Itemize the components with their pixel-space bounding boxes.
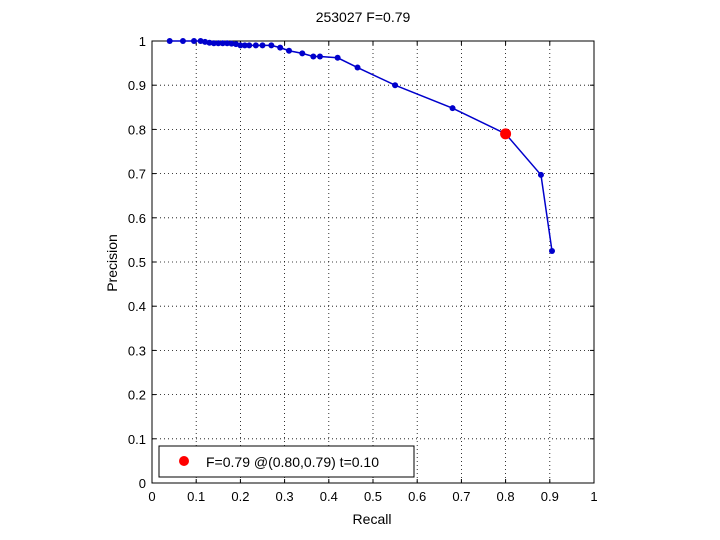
data-point <box>392 82 399 89</box>
y-tick-label: 0 <box>139 476 146 491</box>
chart-title: 253027 F=0.79 <box>316 9 411 25</box>
data-point <box>299 50 306 57</box>
data-point <box>190 38 197 44</box>
x-tick-label: 0.2 <box>231 489 249 504</box>
y-tick-label: 0.4 <box>128 299 146 314</box>
y-axis-label: Precision <box>104 234 120 292</box>
data-point <box>259 42 266 49</box>
data-point <box>241 42 248 49</box>
x-tick-label: 0.4 <box>320 489 338 504</box>
x-tick-label: 0 <box>148 489 155 504</box>
data-point <box>252 42 259 49</box>
data-point <box>537 171 544 178</box>
y-tick-label: 0.8 <box>128 122 146 137</box>
x-tick-label: 0.6 <box>408 489 426 504</box>
data-point <box>224 40 231 47</box>
data-point <box>334 54 341 61</box>
data-point <box>206 39 213 46</box>
y-tick-label: 0.5 <box>128 255 146 270</box>
x-tick-label: 0.9 <box>541 489 559 504</box>
data-point <box>268 42 275 49</box>
x-tick-label: 0.8 <box>497 489 515 504</box>
legend: F=0.79 @(0.80,0.79) t=0.10 <box>158 445 415 478</box>
data-point <box>354 64 361 71</box>
data-point <box>219 40 226 47</box>
data-point <box>246 42 253 49</box>
x-tick-label: 0.5 <box>364 489 382 504</box>
data-point <box>310 53 317 60</box>
legend-label: F=0.79 @(0.80,0.79) t=0.10 <box>206 454 379 470</box>
gridlines <box>152 41 594 483</box>
data-point <box>210 40 217 47</box>
y-tick-label: 1 <box>139 34 146 49</box>
tick-labels: 0 0.1 0.2 0.3 0.4 0.5 0.6 0.7 0.8 0.9 1 0 0.1 0.2 0.3 0… <box>128 34 598 504</box>
data-point <box>286 47 293 54</box>
data-point <box>179 38 186 44</box>
x-tick-label: 0.1 <box>187 489 205 504</box>
data-point <box>449 105 456 112</box>
data-point <box>215 40 222 47</box>
data-point <box>237 42 244 49</box>
plot-frame <box>151 40 595 484</box>
legend-box <box>158 445 415 478</box>
best-f-group <box>500 128 512 140</box>
data-point <box>277 44 284 51</box>
x-tick-label: 0.7 <box>452 489 470 504</box>
best-f-point <box>500 128 512 140</box>
data-point <box>228 40 235 47</box>
y-tick-label: 0.6 <box>128 211 146 226</box>
y-tick-label: 0.9 <box>128 78 146 93</box>
data-point <box>549 247 556 254</box>
legend-marker <box>179 456 189 466</box>
y-tick-label: 0.2 <box>128 388 146 403</box>
data-point <box>316 53 323 60</box>
x-tick-label: 0.3 <box>276 489 294 504</box>
y-tick-label: 0.1 <box>128 432 146 447</box>
x-axis-label: Recall <box>353 511 392 527</box>
x-tick-label: 1 <box>590 489 597 504</box>
data-point <box>166 38 173 44</box>
y-tick-label: 0.3 <box>128 343 146 358</box>
y-tick-label: 0.7 <box>128 167 146 182</box>
